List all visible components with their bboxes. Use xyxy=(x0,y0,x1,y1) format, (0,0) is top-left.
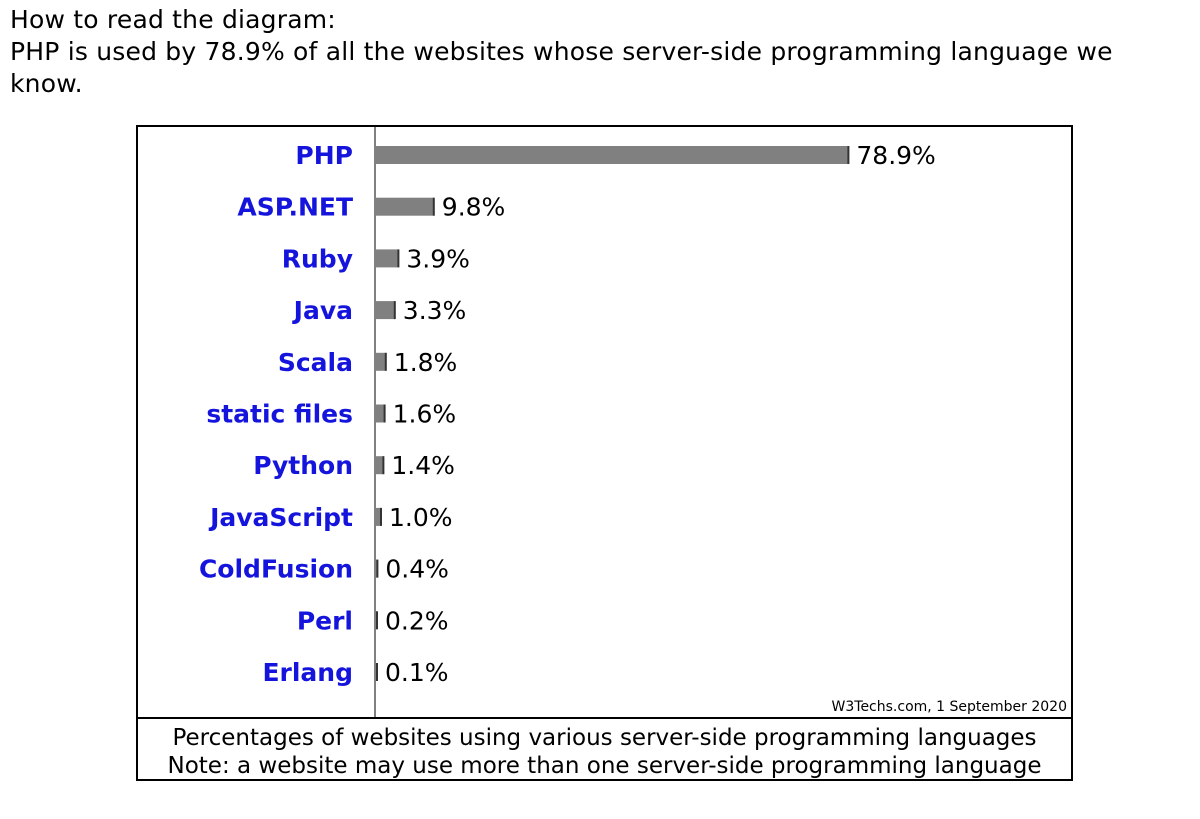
category-label: Erlang xyxy=(262,658,353,687)
chart-caption: Percentages of websites using various se… xyxy=(138,717,1071,779)
value-label: 0.2% xyxy=(385,606,449,635)
category-label: Scala xyxy=(278,348,353,377)
caption-line-1: Percentages of websites using various se… xyxy=(172,725,1037,751)
value-label: 0.1% xyxy=(385,658,449,687)
intro-heading: How to read the diagram: xyxy=(10,5,336,34)
category-label: Java xyxy=(292,296,353,325)
chart-credit: W3Techs.com, 1 September 2020 xyxy=(831,699,1067,715)
category-label: Perl xyxy=(297,606,353,635)
bar xyxy=(375,559,378,578)
chart-frame: PHP 78.9% ASP.NET 9.8% Ruby 3.9% Java 3.3% Scala… xyxy=(136,125,1073,781)
bar xyxy=(375,507,381,526)
value-label: 1.4% xyxy=(391,451,455,480)
category-label: Python xyxy=(253,451,353,480)
bar xyxy=(375,146,849,164)
value-label: 78.9% xyxy=(856,141,935,170)
category-label: ColdFusion xyxy=(199,555,353,584)
bar xyxy=(375,456,384,475)
category-label: ASP.NET xyxy=(237,193,353,222)
value-label: 1.0% xyxy=(389,503,453,532)
category-label: Ruby xyxy=(282,244,353,273)
caption-line-2: Note: a website may use more than one se… xyxy=(167,753,1042,779)
bar xyxy=(375,404,385,423)
intro-text: How to read the diagram: PHP is used by … xyxy=(10,4,1180,100)
bar xyxy=(375,352,386,371)
category-label: JavaScript xyxy=(208,503,353,532)
category-label: PHP xyxy=(295,141,353,170)
bar xyxy=(375,301,395,320)
intro-explanation: PHP is used by 78.9% of all the websites… xyxy=(10,37,1113,98)
value-label: 0.4% xyxy=(385,555,449,584)
bar-chart: PHP 78.9% ASP.NET 9.8% Ruby 3.9% Java 3.3% Scala… xyxy=(199,127,936,717)
value-label: 3.3% xyxy=(403,296,467,325)
value-label: 3.9% xyxy=(406,244,470,273)
value-label: 1.8% xyxy=(394,348,458,377)
value-label: 1.6% xyxy=(393,400,457,429)
value-label: 9.8% xyxy=(442,193,506,222)
bar xyxy=(375,197,434,216)
category-label: static files xyxy=(206,400,353,429)
bar xyxy=(375,249,399,268)
